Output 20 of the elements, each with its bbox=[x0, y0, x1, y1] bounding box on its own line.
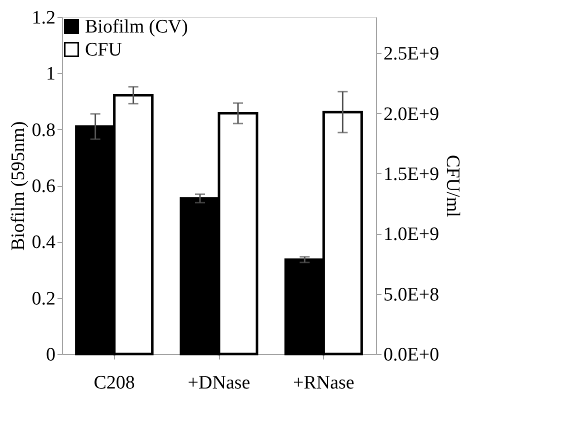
y2-tick-label: 0.0E+0 bbox=[384, 344, 440, 366]
y2-tick-label: 1.5E+9 bbox=[384, 164, 440, 185]
x-tick-label: +DNase bbox=[188, 372, 250, 394]
legend-label: CFU bbox=[85, 40, 122, 60]
legend-label: Biofilm (CV) bbox=[85, 16, 188, 38]
y-axis-title: Biofilm (595nm) bbox=[8, 121, 29, 251]
y-tick-label: 0.4 bbox=[32, 232, 56, 254]
y-tick-label: 0.2 bbox=[32, 288, 56, 310]
x-tick-label: +RNase bbox=[292, 372, 354, 394]
y-tick-label: 0.8 bbox=[32, 120, 56, 141]
y2-tick-label: 5.0E+8 bbox=[384, 284, 440, 306]
y2-tick-label: 1.0E+9 bbox=[384, 224, 440, 246]
y2-tick-label: 2.5E+9 bbox=[384, 44, 440, 65]
x-tick-label: C208 bbox=[94, 372, 135, 394]
y-tick-label: 0.6 bbox=[32, 176, 56, 197]
y-tick-label: 0 bbox=[46, 344, 56, 366]
y-tick-label: 1.2 bbox=[32, 8, 56, 28]
y-tick-label: 1 bbox=[46, 64, 56, 85]
y2-tick-label: 2.0E+9 bbox=[384, 104, 440, 125]
y2-axis-title: CFU/ml bbox=[442, 154, 464, 218]
